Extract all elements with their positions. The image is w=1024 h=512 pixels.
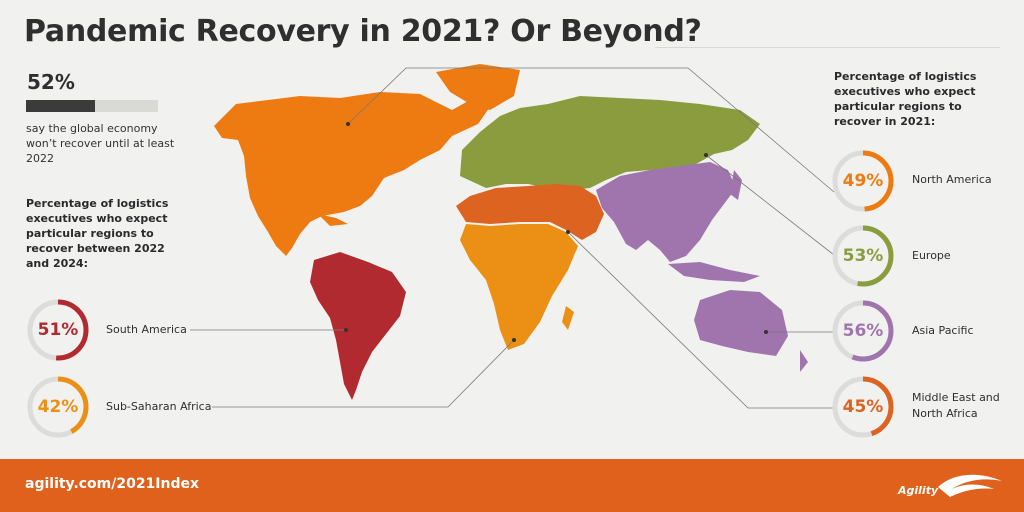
page-title: Pandemic Recovery in 2021? Or Beyond? (24, 14, 702, 49)
ring-europe-value: 53% (842, 246, 884, 266)
label-north-america: North America (912, 173, 992, 186)
map-north-america (214, 64, 520, 256)
ring-middle-east-north-africa-value: 45% (842, 397, 884, 417)
connector-dots (344, 122, 768, 342)
label-south-america: South America (106, 323, 187, 336)
footer-bar: agility.com/2021Index Agility (0, 459, 1024, 512)
map-middle-east-north-africa (456, 184, 604, 240)
ring-south-america: 51% (26, 298, 90, 362)
label-middle-east-north-africa: Middle East and North Africa (912, 391, 1000, 420)
ring-sub-saharan-africa-value: 42% (37, 397, 79, 417)
label-asia-pacific: Asia Pacific (912, 324, 974, 337)
title-rule (655, 47, 1000, 48)
label-sub-saharan-africa: Sub-Saharan Africa (106, 400, 212, 413)
map-sub-saharan-africa (460, 224, 578, 350)
agility-logo-icon (938, 474, 1002, 497)
footer-url-link[interactable]: agility.com/2021Index (25, 476, 200, 492)
global-progress-bar (26, 100, 158, 112)
map-asia-pacific (596, 162, 808, 372)
ring-progress (27, 376, 89, 438)
agility-logo-text: Agility (898, 484, 939, 497)
ring-progress (832, 150, 894, 212)
global-progress-fill (26, 100, 95, 112)
ring-north-america-value: 49% (842, 171, 884, 191)
left-section-heading: Percentage of logistics executives who e… (26, 197, 169, 270)
connector-lines (190, 67, 835, 409)
ring-north-america: 49% (831, 149, 895, 213)
global-stat-value: 52% (27, 70, 75, 94)
ring-progress (832, 376, 894, 438)
ring-progress (832, 300, 894, 362)
ring-asia-pacific: 56% (831, 299, 895, 363)
ring-middle-east-north-africa: 45% (831, 375, 895, 439)
right-section-heading: Percentage of logistics executives who e… (834, 70, 977, 128)
ring-progress (832, 225, 894, 287)
map-south-america (310, 252, 406, 400)
ring-south-america-value: 51% (37, 320, 79, 340)
ring-asia-pacific-value: 56% (842, 321, 884, 341)
ring-sub-saharan-africa: 42% (26, 375, 90, 439)
global-stat-caption: say the global economy won’t recover unt… (26, 122, 175, 165)
ring-europe: 53% (831, 224, 895, 288)
ring-progress (27, 299, 89, 361)
label-europe: Europe (912, 249, 951, 262)
map-europe-russia (460, 96, 760, 190)
